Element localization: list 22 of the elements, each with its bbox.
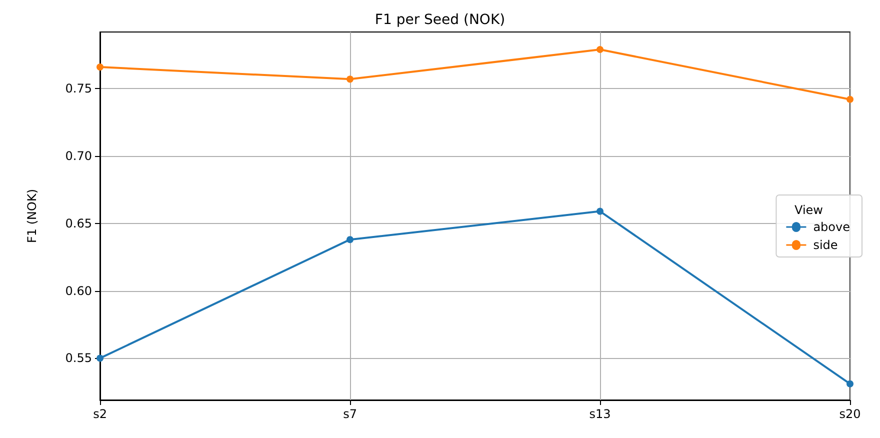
point xyxy=(96,64,104,71)
point xyxy=(846,96,854,103)
point xyxy=(346,236,354,244)
y-axis-title: F1 (NOK) xyxy=(25,188,39,244)
legend-label: above xyxy=(813,220,850,234)
x-tick-label: s13 xyxy=(589,407,611,421)
y-tick-label: 0.70 xyxy=(65,149,92,164)
point xyxy=(346,76,354,83)
legend-title: View xyxy=(794,203,824,217)
point xyxy=(596,208,604,215)
point xyxy=(596,46,604,54)
y-tick-label: 0.75 xyxy=(65,82,92,96)
point xyxy=(846,380,854,388)
chart-title: F1 per Seed (NOK) xyxy=(374,12,506,28)
legend-label: side xyxy=(813,238,838,252)
x-tick-label: s20 xyxy=(839,407,861,421)
y-tick-label: 0.65 xyxy=(65,216,92,230)
x-tick-label: s2 xyxy=(93,407,107,421)
y-tick-label: 0.55 xyxy=(65,351,92,366)
point xyxy=(96,354,104,362)
x-tick-label: s7 xyxy=(343,407,357,421)
y-tick-label: 0.60 xyxy=(65,284,92,298)
